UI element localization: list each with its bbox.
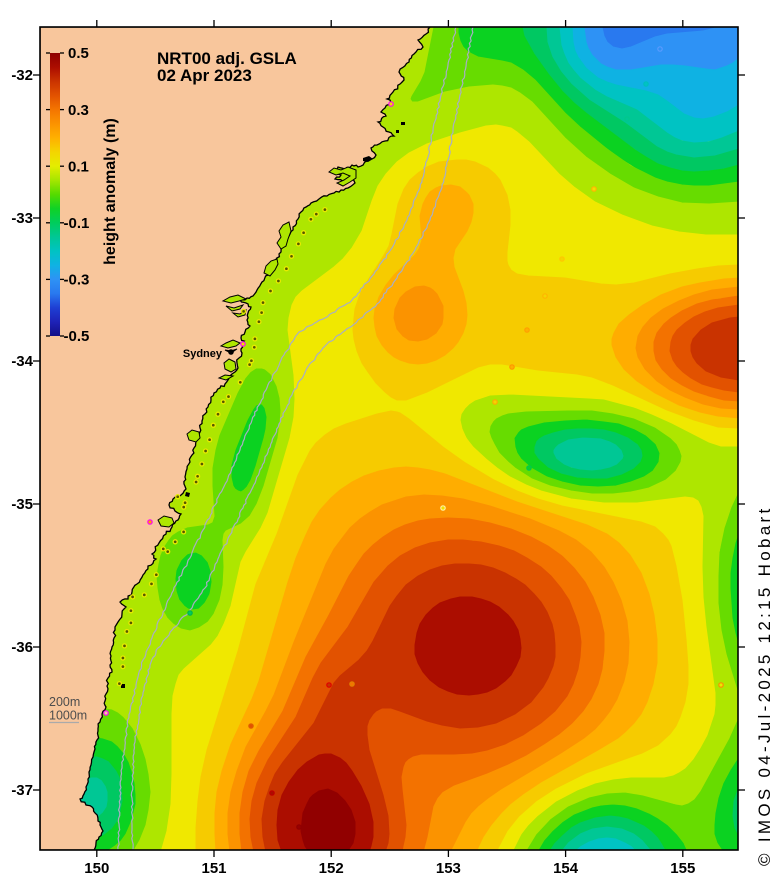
svg-text:-0.1: -0.1 [64,215,90,232]
svg-text:150: 150 [84,860,109,877]
svg-text:200m: 200m [49,695,80,709]
svg-text:-32: -32 [11,67,33,84]
svg-text:-36: -36 [11,639,33,656]
svg-text:151: 151 [201,860,226,877]
svg-text:153: 153 [436,860,461,877]
svg-text:NRT00 adj. GSLA: NRT00 adj. GSLA [157,49,297,68]
svg-text:-0.5: -0.5 [64,328,90,345]
svg-text:height anomaly (m): height anomaly (m) [102,118,119,265]
svg-text:155: 155 [670,860,695,877]
svg-text:-33: -33 [11,210,33,227]
svg-text:-35: -35 [11,496,33,513]
svg-text:© IMOS 04-Jul-2025 12:15 Hobar: © IMOS 04-Jul-2025 12:15 Hobart [755,505,774,866]
svg-text:152: 152 [319,860,344,877]
svg-text:-0.3: -0.3 [64,272,90,289]
svg-text:154: 154 [553,860,579,877]
svg-text:0.5: 0.5 [68,45,89,62]
svg-text:-37: -37 [11,782,33,799]
svg-text:02 Apr 2023: 02 Apr 2023 [157,66,252,85]
svg-text:0.1: 0.1 [68,158,89,175]
svg-text:Sydney: Sydney [183,348,223,360]
svg-text:1000m: 1000m [49,709,87,723]
svg-text:-34: -34 [11,353,33,370]
svg-text:0.3: 0.3 [68,102,89,119]
